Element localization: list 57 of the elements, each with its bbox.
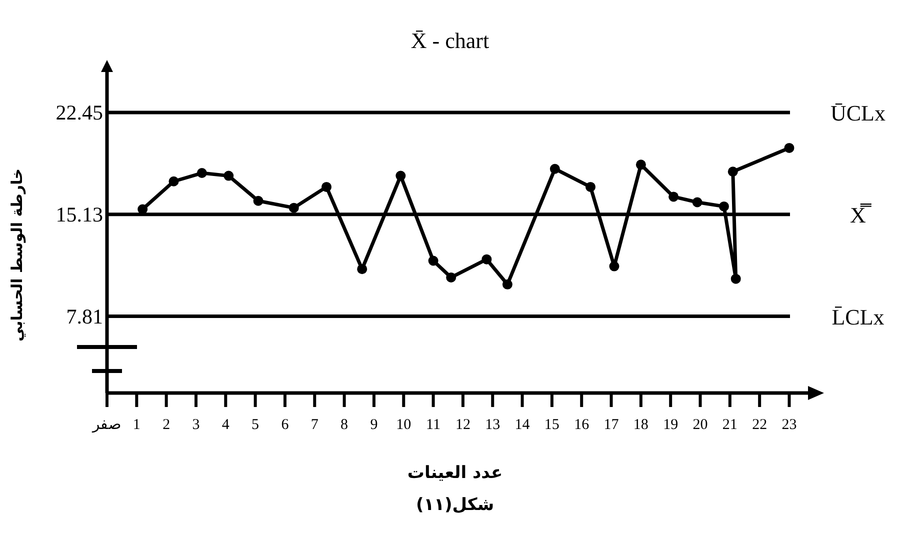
point	[636, 160, 646, 170]
point	[224, 170, 234, 181]
point	[718, 201, 729, 212]
x-tick-label: 18	[633, 417, 648, 433]
y-tick-label: 22.45	[56, 100, 103, 124]
point	[728, 166, 738, 177]
point	[668, 192, 679, 202]
point	[609, 261, 620, 272]
x-tick-label: 19	[663, 417, 678, 433]
ref-line-label: X̿	[850, 202, 872, 228]
point	[730, 274, 741, 284]
point	[357, 264, 368, 274]
x-tick-label: 5	[252, 417, 260, 433]
point	[502, 279, 512, 290]
x-tick-label: 20	[692, 417, 708, 433]
x-tick-label: 11	[426, 417, 441, 433]
point	[550, 164, 560, 174]
point	[253, 196, 264, 206]
point	[428, 256, 438, 266]
x-tick-label: 8	[340, 417, 348, 433]
chart-title: X̄ - chart	[410, 28, 490, 53]
x-tick-label: 13	[485, 417, 500, 433]
x-tick-label: 17	[604, 417, 620, 433]
x-tick-label: 12	[455, 417, 470, 433]
point	[396, 170, 406, 181]
x-tick-label: 16	[574, 417, 590, 433]
x-tick-label: 3	[192, 417, 200, 433]
point	[692, 197, 702, 208]
x-tick-label: 9	[370, 417, 378, 433]
y-axis-title: خارطة الوسط الحسابي	[8, 168, 26, 342]
text: شكل(١١)	[416, 495, 494, 515]
point	[482, 254, 492, 264]
point	[138, 204, 148, 214]
point	[168, 176, 179, 186]
x-tick-label: 2	[162, 417, 170, 433]
x-tick-label: 15	[544, 417, 560, 433]
x-tick-label: 7	[310, 417, 319, 433]
point	[446, 272, 456, 282]
x-axis-title: عدد العينات	[407, 463, 503, 483]
point	[784, 142, 794, 153]
y-tick-label: 7.81	[66, 304, 103, 328]
x-tick-label: 23	[782, 417, 797, 433]
x-tick-label: 4	[222, 417, 230, 433]
point	[288, 202, 299, 213]
x-tick-label: صفر	[92, 417, 122, 433]
x-tick-label: 21	[722, 417, 738, 433]
point	[322, 182, 332, 192]
x-tick-label: 22	[752, 417, 768, 433]
x-tick-label: 14	[514, 417, 530, 433]
x-tick-label: 6	[281, 417, 290, 433]
point	[586, 182, 596, 192]
ref-line-label: ŪCLx	[830, 100, 886, 126]
point	[196, 168, 207, 178]
x-tick-label: 1	[132, 417, 140, 433]
x-tick-label: 10	[396, 417, 412, 433]
ref-line-label: L̄CLx	[832, 304, 884, 330]
y-tick-label: 15.13	[56, 202, 103, 226]
